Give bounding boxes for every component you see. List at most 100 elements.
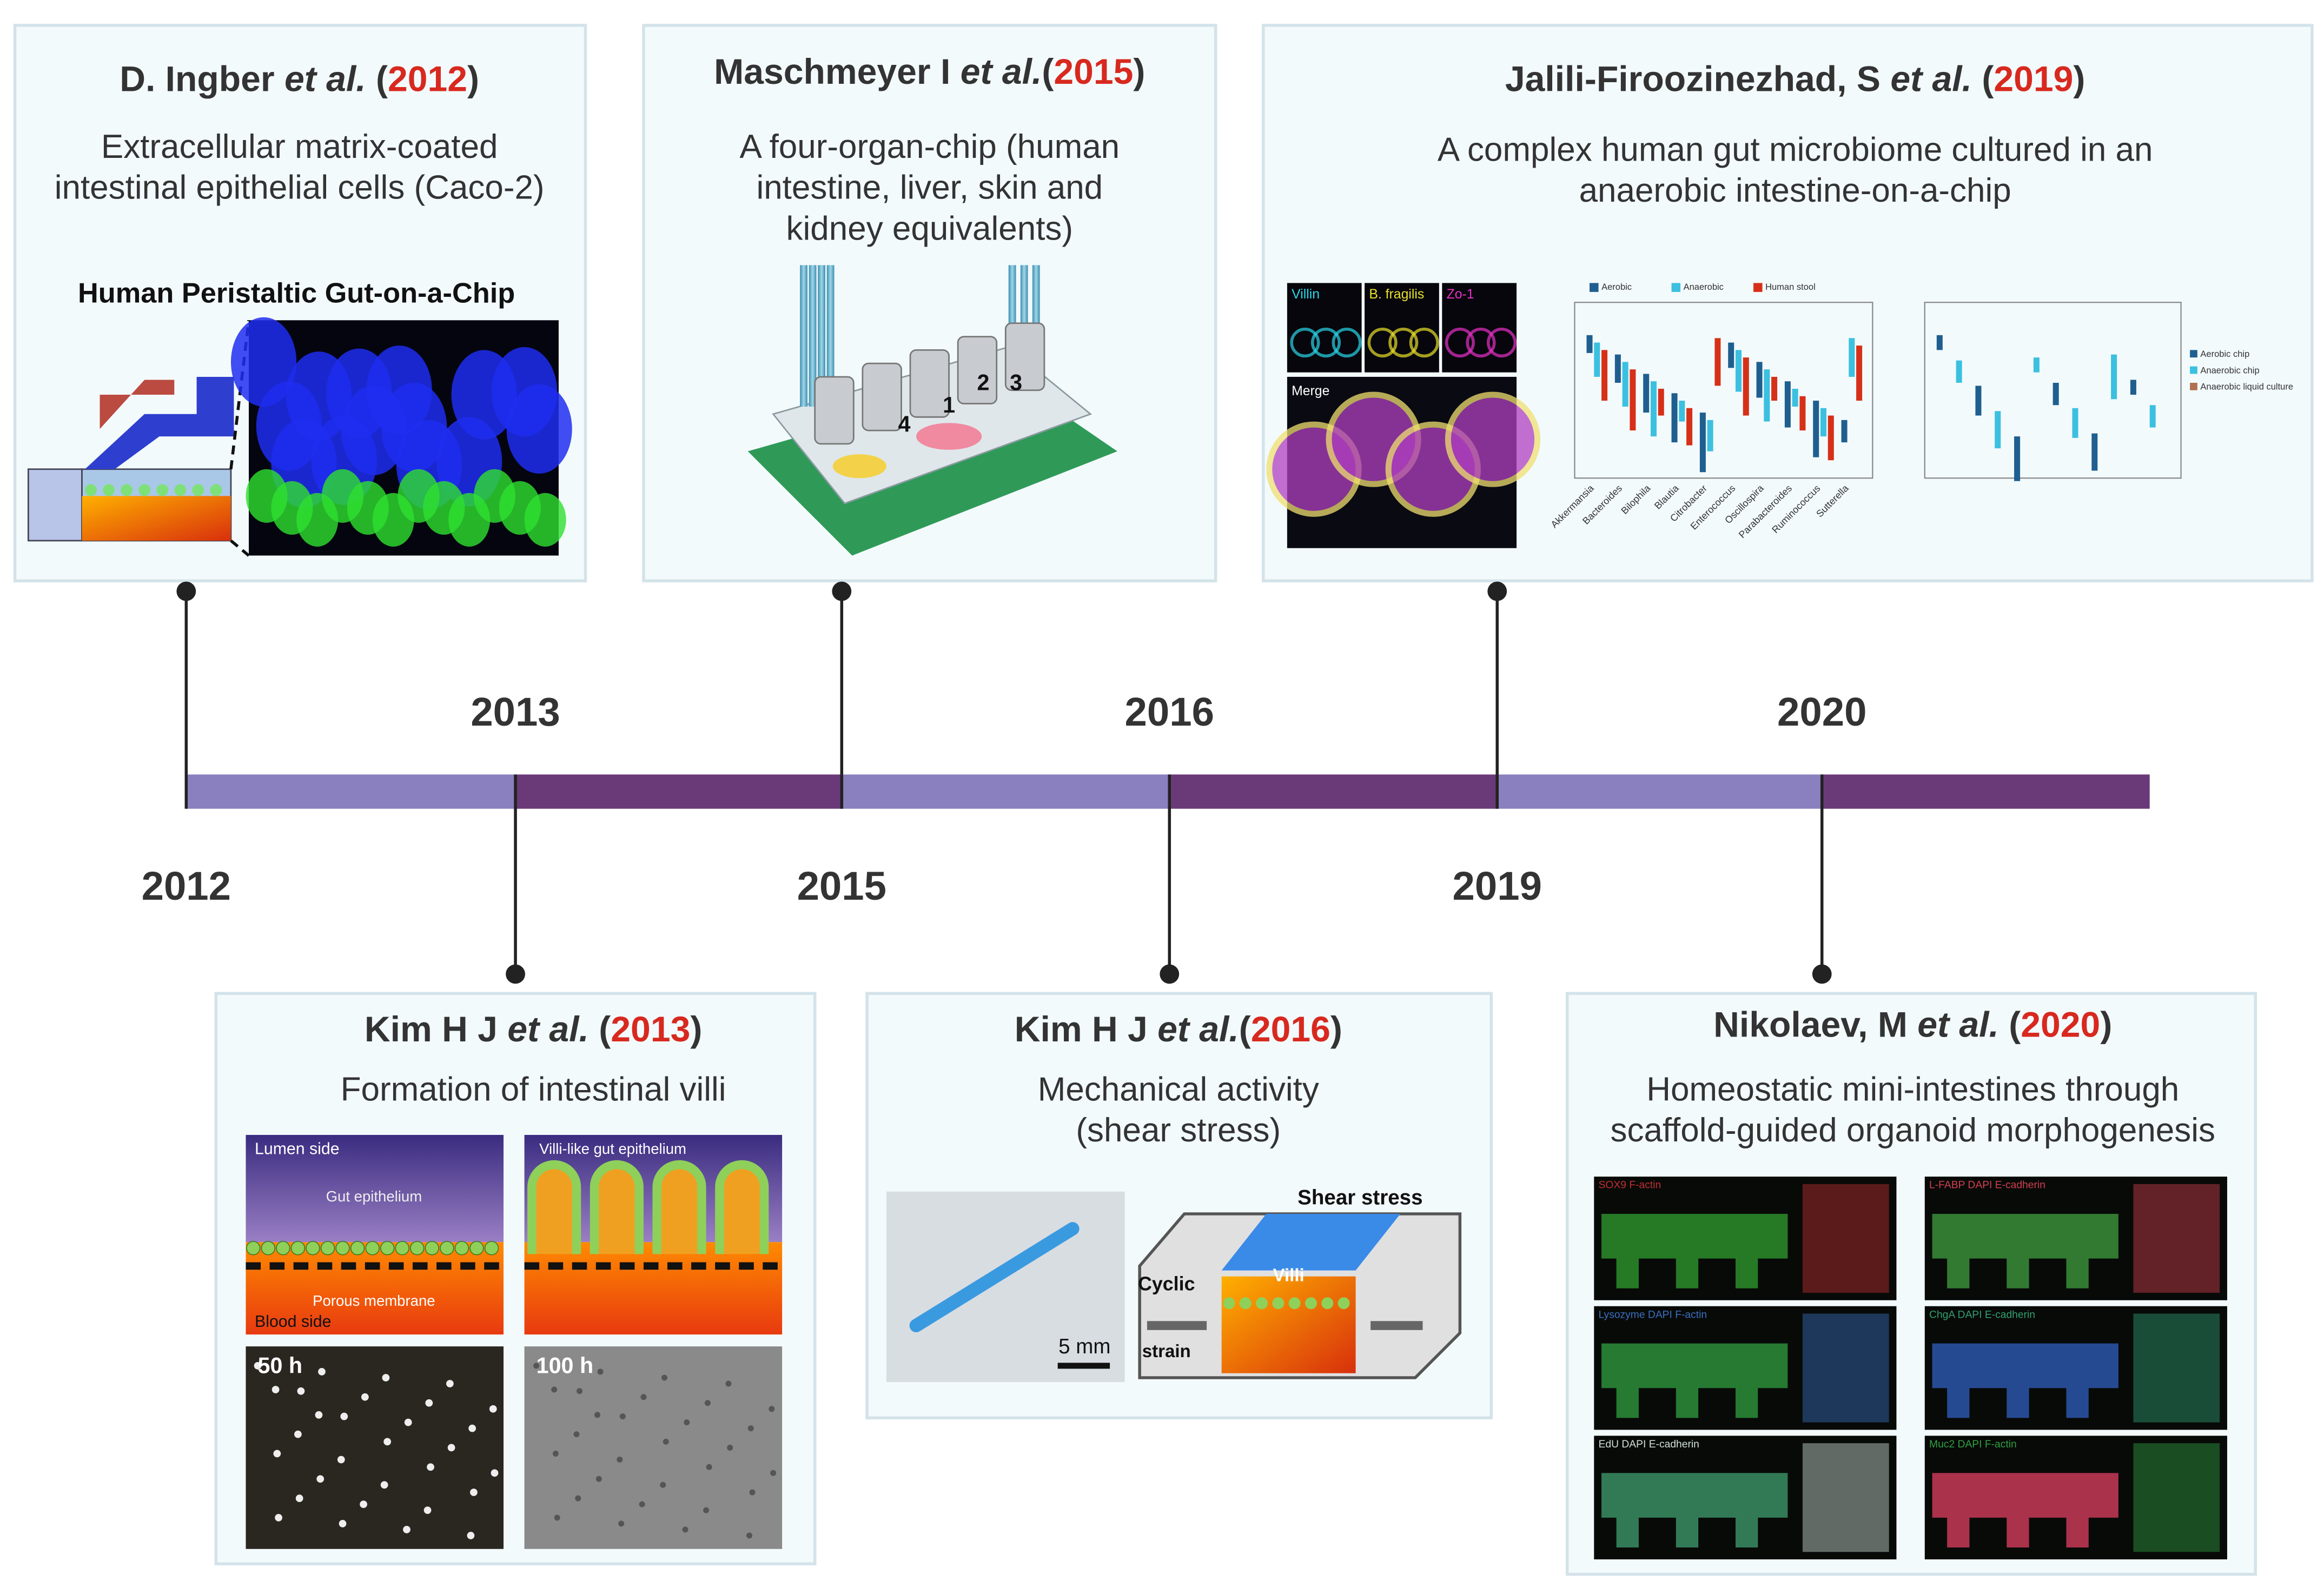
tube: [818, 265, 825, 407]
chip-inlet: [100, 380, 175, 429]
organoid-zoom: [2133, 1313, 2220, 1423]
cell: [484, 1241, 499, 1256]
timeline-year: 2016: [1125, 689, 1214, 734]
stain-panel: [1365, 283, 1439, 373]
box: [1936, 335, 1943, 350]
chip-cells: [82, 496, 231, 541]
well: [862, 362, 902, 431]
title-part: 2020: [2021, 1005, 2100, 1045]
box: [1735, 350, 1742, 392]
entry-description: A four-organ-chip (human: [739, 128, 1120, 165]
entry-title: Maschmeyer I et al.(2015): [714, 52, 1145, 92]
speck: [337, 1456, 345, 1464]
stain-blob: [1367, 328, 1398, 358]
speck: [617, 1456, 623, 1463]
timeline-year: 2019: [1453, 863, 1542, 908]
box: [1792, 388, 1798, 407]
box: [1586, 335, 1593, 353]
speck: [618, 1520, 625, 1527]
speck: [594, 1412, 601, 1418]
speck: [684, 1419, 690, 1426]
box: [1743, 357, 1749, 416]
cell: [350, 1241, 365, 1256]
cell: [1239, 1297, 1252, 1310]
entry: Jalili-Firoozinezhad, S et al. (2019) A c…: [1262, 24, 2314, 583]
cell: [85, 484, 97, 496]
villi-layer: [1221, 1276, 1356, 1373]
cell: [290, 1241, 306, 1256]
box: [1650, 381, 1657, 437]
speck: [725, 1380, 732, 1387]
entry-description: kidney equivalents): [786, 210, 1073, 247]
title-part: Kim H J: [1015, 1009, 1157, 1049]
speck: [316, 1475, 325, 1483]
speck: [769, 1406, 775, 1412]
title-part: et al.: [1890, 59, 1972, 99]
phase-image: [246, 1346, 504, 1549]
speck: [704, 1400, 711, 1406]
speck: [467, 1532, 475, 1539]
stain-blob: [1388, 328, 1419, 358]
image-label: EdU DAPI E-cadherin: [1599, 1439, 1699, 1450]
chip-tube: [85, 376, 234, 469]
speck: [315, 1411, 323, 1419]
image-label: Villi-like gut epithelium: [539, 1140, 686, 1157]
image-label: Lysozyme DAPI F-actin: [1599, 1309, 1707, 1320]
cell: [469, 1241, 484, 1256]
entry-title: Jalili-Firoozinezhad, S et al. (2019): [1505, 59, 2085, 99]
cell: [454, 1241, 469, 1256]
speck: [254, 1362, 262, 1370]
speck: [470, 1489, 478, 1496]
box: [2072, 408, 2078, 438]
speck: [361, 1393, 369, 1401]
image-label: Villin: [1292, 287, 1320, 302]
speck: [597, 1369, 604, 1375]
title-part: ): [467, 59, 479, 99]
box: [2014, 436, 2021, 481]
nucleus: [491, 347, 558, 437]
timeline-year: 2015: [797, 863, 886, 908]
speck: [749, 1489, 756, 1496]
cell: [103, 484, 115, 496]
speck: [404, 1418, 412, 1426]
stain-panel: [1287, 283, 1362, 373]
speck: [297, 1387, 305, 1395]
cell: [395, 1241, 409, 1256]
actin: [524, 493, 566, 547]
box: [1699, 413, 1706, 473]
speck: [382, 1374, 390, 1381]
timeline-dot: [1812, 964, 1832, 984]
speck: [576, 1388, 583, 1394]
lumen: [246, 1134, 504, 1243]
speck: [727, 1444, 733, 1451]
speck: [403, 1526, 410, 1533]
cell: [306, 1241, 320, 1256]
box: [1686, 408, 1693, 446]
speck: [295, 1494, 303, 1502]
organoid-zoom: [2133, 1443, 2220, 1552]
blood: [524, 1242, 783, 1335]
box: [1658, 388, 1664, 416]
image-label: 5 mm: [1058, 1335, 1110, 1358]
speck: [272, 1386, 280, 1393]
box: [1813, 401, 1819, 457]
image-label: Cyclic: [1138, 1273, 1195, 1295]
tube: [800, 265, 807, 407]
box: [2149, 405, 2156, 428]
box: [1671, 393, 1678, 443]
speck: [554, 1514, 560, 1521]
speck: [639, 1501, 645, 1507]
timeline-segment: [1497, 774, 1822, 809]
image-label: B. fragilis: [1369, 287, 1424, 302]
cell: [246, 1241, 261, 1256]
timeline-segment: [842, 774, 1170, 809]
entry-description: anaerobic intestine-on-a-chip: [1579, 172, 2011, 209]
well: [814, 376, 855, 445]
entry-description: Mechanical activity: [1038, 1071, 1319, 1108]
title-part: ): [2100, 1005, 2112, 1045]
image-label: Gut epithelium: [326, 1188, 422, 1205]
cell: [1223, 1297, 1235, 1310]
cell: [1338, 1297, 1350, 1310]
image-label: L-FABP DAPI E-cadherin: [1929, 1180, 2045, 1191]
cell: [156, 484, 169, 496]
